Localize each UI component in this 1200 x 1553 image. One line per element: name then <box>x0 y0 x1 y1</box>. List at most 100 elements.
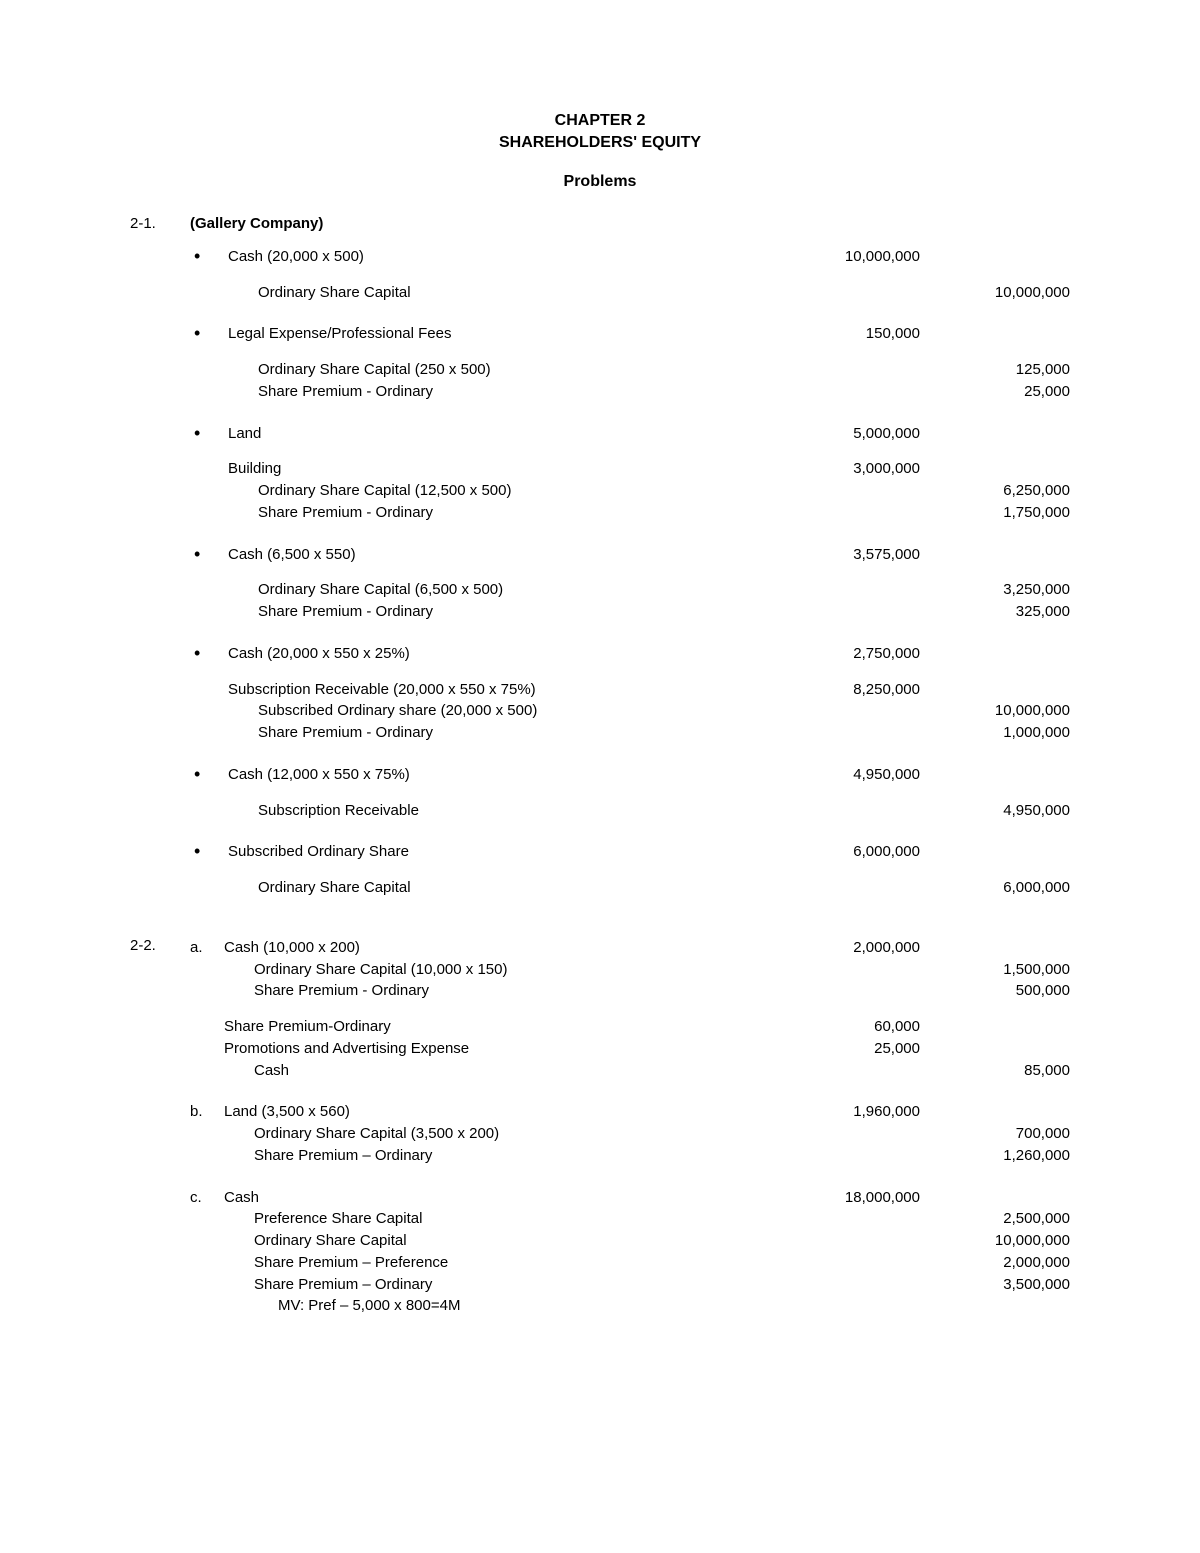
spacer <box>190 665 1070 679</box>
journal-line: MV: Pref – 5,000 x 800=4M <box>190 1295 1070 1317</box>
debit-amount: 3,000,000 <box>790 458 940 480</box>
account-description: Ordinary Share Capital (6,500 x 500) <box>228 579 790 601</box>
journal-entry: •Cash (12,000 x 550 x 75%)4,950,000Subsc… <box>190 764 1070 822</box>
bullet-icon: • <box>190 841 228 862</box>
journal-line: •Land5,000,000 <box>190 423 1070 445</box>
spacer <box>130 1337 1070 1355</box>
debit-amount: 2,000,000 <box>790 937 940 959</box>
section-heading: Problems <box>130 173 1070 191</box>
account-description: Cash (6,500 x 550) <box>228 544 790 566</box>
journal-line: Ordinary Share Capital (10,000 x 150)1,5… <box>190 959 1070 981</box>
account-description: Share Premium – Ordinary <box>224 1274 790 1296</box>
debit-amount: 25,000 <box>790 1038 940 1060</box>
credit-amount: 10,000,000 <box>940 282 1070 304</box>
journal-line: •Cash (20,000 x 550 x 25%)2,750,000 <box>190 643 1070 665</box>
journal-line: b.Land (3,500 x 560)1,960,000 <box>190 1101 1070 1123</box>
journal-line: Share Premium – Ordinary3,500,000 <box>190 1274 1070 1296</box>
debit-amount: 1,960,000 <box>790 1101 940 1123</box>
credit-amount: 3,250,000 <box>940 579 1070 601</box>
journal-line: Share Premium – Ordinary1,260,000 <box>190 1145 1070 1167</box>
debit-amount: 150,000 <box>790 323 940 345</box>
company-name: (Gallery Company) <box>190 215 1070 232</box>
account-description: Share Premium - Ordinary <box>228 601 790 623</box>
journal-line: Subscribed Ordinary share (20,000 x 500)… <box>190 700 1070 722</box>
chapter-number: CHAPTER 2 <box>130 110 1070 132</box>
credit-amount: 125,000 <box>940 359 1070 381</box>
account-description: Cash (20,000 x 550 x 25%) <box>228 643 790 665</box>
journal-line: Building3,000,000 <box>190 458 1070 480</box>
account-description: Ordinary Share Capital (12,500 x 500) <box>228 480 790 502</box>
journal-line: Share Premium - Ordinary 1,750,000 <box>190 502 1070 524</box>
account-description: Cash (12,000 x 550 x 75%) <box>228 764 790 786</box>
account-description: Subscription Receivable <box>228 800 790 822</box>
journal-line: a.Cash (10,000 x 200)2,000,000 <box>190 937 1070 959</box>
credit-amount: 10,000,000 <box>940 1230 1070 1252</box>
account-description: Land <box>228 423 790 445</box>
account-description: Preference Share Capital <box>224 1208 790 1230</box>
journal-line: Share Premium – Preference2,000,000 <box>190 1252 1070 1274</box>
debit-amount: 8,250,000 <box>790 679 940 701</box>
journal-line: Promotions and Advertising Expense25,000 <box>190 1038 1070 1060</box>
journal-entry: c.Cash18,000,000Preference Share Capital… <box>190 1187 1070 1318</box>
problem: 2-2.a.Cash (10,000 x 200)2,000,000Ordina… <box>130 937 1070 1337</box>
credit-amount: 25,000 <box>940 381 1070 403</box>
credit-amount: 1,750,000 <box>940 502 1070 524</box>
bullet-icon: • <box>190 246 228 267</box>
problems-list: 2-1.(Gallery Company)•Cash (20,000 x 500… <box>130 215 1070 1355</box>
spacer <box>190 863 1070 877</box>
account-description: Share Premium - Ordinary <box>228 722 790 744</box>
journal-line: Cash85,000 <box>190 1060 1070 1082</box>
problem: 2-1.(Gallery Company)•Cash (20,000 x 500… <box>130 215 1070 919</box>
entry-letter: c. <box>190 1187 224 1209</box>
journal-line: Ordinary Share Capital (12,500 x 500)6,2… <box>190 480 1070 502</box>
problem-body: a.Cash (10,000 x 200)2,000,000Ordinary S… <box>190 937 1070 1337</box>
bullet-icon: • <box>190 544 228 565</box>
spacer <box>130 919 1070 937</box>
account-description: Ordinary Share Capital (250 x 500) <box>228 359 790 381</box>
problem-body: (Gallery Company) •Cash (20,000 x 500)10,… <box>190 215 1070 919</box>
account-description: Cash <box>224 1060 790 1082</box>
debit-amount: 2,750,000 <box>790 643 940 665</box>
journal-line: Subscription Receivable (20,000 x 550 x … <box>190 679 1070 701</box>
journal-line: •Cash (20,000 x 500)10,000,000 <box>190 246 1070 268</box>
account-description: Cash (10,000 x 200) <box>224 937 790 959</box>
account-description: Land (3,500 x 560) <box>224 1101 790 1123</box>
journal-line: Share Premium-Ordinary60,000 <box>190 1016 1070 1038</box>
account-description: Ordinary Share Capital (3,500 x 200) <box>224 1123 790 1145</box>
journal-entry: •Cash (20,000 x 550 x 25%)2,750,000 Subsc… <box>190 643 1070 744</box>
journal-entry: •Subscribed Ordinary Share6,000,000Ordin… <box>190 841 1070 899</box>
spacer <box>190 444 1070 458</box>
journal-line: Ordinary Share Capital (3,500 x 200)700,… <box>190 1123 1070 1145</box>
account-description: Share Premium - Ordinary <box>228 502 790 524</box>
chapter-title: SHAREHOLDERS' EQUITY <box>130 132 1070 154</box>
journal-line: c.Cash18,000,000 <box>190 1187 1070 1209</box>
debit-amount: 6,000,000 <box>790 841 940 863</box>
journal-line: •Legal Expense/Professional Fees150,000 <box>190 323 1070 345</box>
account-description: Subscription Receivable (20,000 x 550 x … <box>228 679 790 701</box>
debit-amount: 18,000,000 <box>790 1187 940 1209</box>
journal-entry: •Legal Expense/Professional Fees150,000 O… <box>190 323 1070 402</box>
debit-amount: 10,000,000 <box>790 246 940 268</box>
journal-line: Ordinary Share Capital (250 x 500) 125,00… <box>190 359 1070 381</box>
credit-amount: 10,000,000 <box>940 700 1070 722</box>
entry-letter: a. <box>190 937 224 959</box>
journal-line: Ordinary Share Capital6,000,000 <box>190 877 1070 899</box>
account-description: MV: Pref – 5,000 x 800=4M <box>224 1295 790 1317</box>
credit-amount: 4,950,000 <box>940 800 1070 822</box>
credit-amount: 1,260,000 <box>940 1145 1070 1167</box>
chapter-heading: CHAPTER 2 SHAREHOLDERS' EQUITY <box>130 110 1070 155</box>
entry-letter: b. <box>190 1101 224 1123</box>
account-description: Share Premium - Ordinary <box>228 381 790 403</box>
journal-line: Ordinary Share Capital (6,500 x 500) 3,25… <box>190 579 1070 601</box>
credit-amount: 6,000,000 <box>940 877 1070 899</box>
account-description: Ordinary Share Capital <box>228 282 790 304</box>
journal-entry: •Cash (20,000 x 500)10,000,000 Ordinary S… <box>190 246 1070 304</box>
account-description: Subscribed Ordinary share (20,000 x 500) <box>228 700 790 722</box>
credit-amount: 500,000 <box>940 980 1070 1002</box>
journal-line: Ordinary Share Capital 10,000,000 <box>190 282 1070 304</box>
bullet-icon: • <box>190 423 228 444</box>
account-description: Legal Expense/Professional Fees <box>228 323 790 345</box>
journal-entry: •Cash (6,500 x 550)3,575,000Ordinary Sha… <box>190 544 1070 623</box>
credit-amount: 1,000,000 <box>940 722 1070 744</box>
spacer <box>190 268 1070 282</box>
